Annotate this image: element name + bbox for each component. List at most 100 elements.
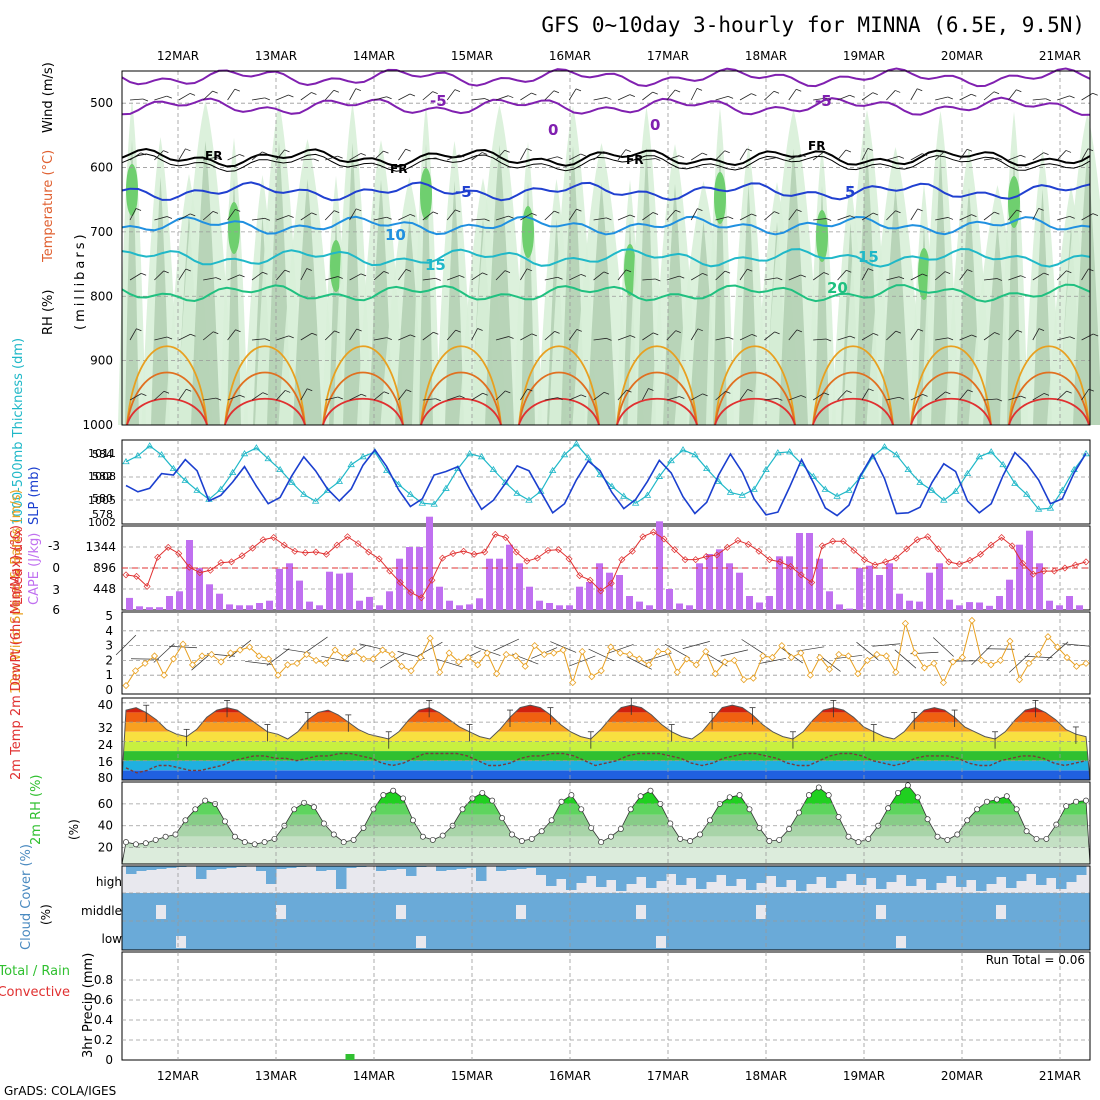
wind-barb-flag [630, 335, 636, 338]
wind-barb [959, 214, 972, 221]
wind10m-speed-point [236, 646, 244, 654]
rh-point [518, 838, 525, 844]
cape-bar [386, 591, 393, 610]
lifted-index-point [449, 549, 457, 557]
lifted-index-point [998, 533, 1006, 541]
lifted-index-point [924, 533, 932, 541]
rh-tick-40: 40 [98, 819, 113, 833]
wind10m-speed-point [198, 652, 206, 660]
lifted-index-point [1040, 567, 1048, 575]
rh-mid-plume [739, 185, 758, 425]
wind-barb-flag [288, 215, 294, 218]
cape-bar [436, 586, 443, 610]
cape-bar [806, 533, 813, 610]
boundary-isotherm [714, 345, 796, 426]
cape-bar [516, 563, 523, 610]
wind-barb [300, 388, 308, 401]
wind-barb-flag [360, 153, 366, 156]
wind-barb [446, 329, 456, 341]
wind-barb-flag [971, 214, 977, 218]
slp-tick-1005: 1005 [88, 494, 116, 507]
cloud-high-bar [276, 866, 287, 869]
wind-barb-flag [356, 328, 362, 332]
wind-barb [325, 276, 338, 281]
wind-barb-flag [746, 148, 752, 152]
rh-mid-plume [125, 140, 139, 425]
rh-point [1013, 806, 1020, 813]
wind-barb-flag [702, 152, 708, 156]
cloud-high-bar [656, 866, 667, 881]
wind-barb-flag [994, 211, 1000, 215]
wind-barb [886, 396, 900, 401]
wind10m-tick-2: 2 [105, 653, 113, 667]
rh-point [984, 798, 990, 805]
cape-bar [746, 596, 753, 610]
wind-barb [788, 209, 797, 221]
lifted-index-point [1082, 558, 1090, 566]
wind-barb [910, 328, 919, 341]
rh-point [340, 839, 347, 846]
wind-barb [959, 93, 972, 101]
rh-point [548, 817, 555, 824]
temperature-band [122, 741, 1090, 751]
cape-bar [316, 605, 323, 610]
boundary-isotherm [812, 397, 894, 426]
wind-barb [251, 271, 263, 281]
lifted-index-tick-6: 6 [52, 603, 60, 617]
thickness-point [928, 486, 936, 493]
rh-point [944, 836, 951, 843]
lifted-index-point [555, 546, 563, 554]
lifted-index-point [787, 562, 795, 570]
boundary-isotherm [420, 371, 502, 426]
wind-barb-flag [386, 96, 392, 100]
wind10m-speed-point [958, 653, 967, 662]
wind-barb-flag [334, 210, 340, 213]
wind10m-speed-point [388, 650, 396, 659]
thickness-point [1034, 505, 1043, 512]
wind-barb-flag [945, 391, 951, 395]
lifted-index-point [333, 541, 341, 549]
thickness-point [655, 472, 664, 479]
rh-point [1053, 821, 1060, 828]
cloud-high-bar [896, 866, 907, 875]
wind-barb-flag [996, 278, 1003, 281]
wind-barb-flag [455, 329, 461, 333]
wind-barb-flag [360, 273, 367, 277]
cloud-unit-label: (%) [39, 904, 53, 925]
wind-barb-flag [696, 88, 703, 91]
wind-barb [666, 210, 676, 221]
cape-bar [306, 601, 313, 610]
wind-barb [1008, 275, 1021, 281]
wind-barb [812, 392, 825, 401]
wind-barb-flag [996, 157, 1003, 161]
cloud-high-bar [136, 866, 147, 871]
wind-barb [910, 273, 923, 281]
boundary-isotherm [126, 397, 208, 426]
wind-barb-flag [1020, 395, 1026, 399]
wind-barb-flag [504, 270, 511, 273]
wind-barb [178, 213, 191, 221]
lifted-index-point [977, 550, 984, 558]
wind-barb [398, 214, 411, 221]
wind-barb-flag [776, 157, 783, 160]
wind-barb [983, 278, 997, 281]
wind-barb [422, 331, 434, 341]
lifted-index-point [438, 554, 446, 562]
rh-point [400, 795, 407, 802]
wind-barb [569, 274, 582, 281]
wind-barb [764, 211, 775, 221]
cloud-high-bar [1006, 866, 1017, 888]
wind10m-speed-point [1082, 659, 1090, 667]
wind10m-speed-point [930, 659, 938, 667]
cloud-mid-gap [396, 905, 406, 919]
wind-barb-flag [580, 274, 587, 277]
wind-barb-flag [652, 212, 659, 215]
wind10m-speed-point [835, 650, 843, 659]
wind-barb-flag [311, 212, 317, 216]
top-date-tick-21MAR: 21MAR [1039, 49, 1081, 63]
cape-bar [456, 605, 463, 610]
thickness-point [477, 453, 486, 460]
wind-barb [227, 154, 240, 161]
wind-barb [1008, 89, 1017, 101]
